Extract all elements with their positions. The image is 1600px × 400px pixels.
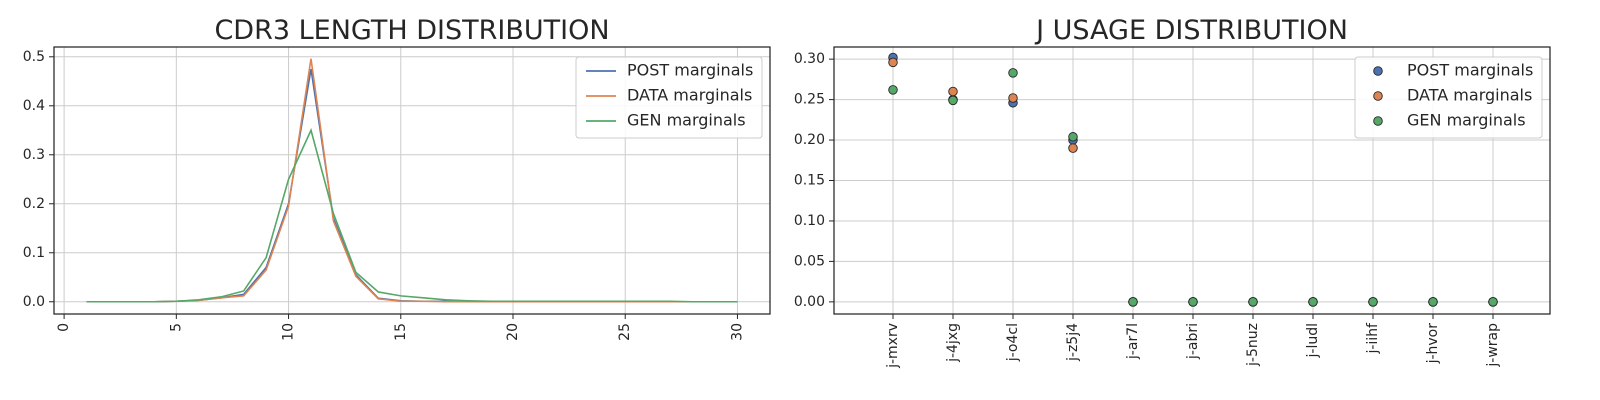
point-data-j-o4cl bbox=[1008, 93, 1018, 103]
point-gen-j-z5j4 bbox=[1068, 132, 1078, 142]
point-gen-j-ludl bbox=[1308, 297, 1318, 307]
y-tick-label: 0.3 bbox=[23, 147, 45, 163]
legend-label: DATA marginals bbox=[627, 86, 752, 105]
chart-panel-cdr3: 0 5 10 15 20 25 30 0.0 0.1 0.2 0.3 0.4 0.5 CDR3 LENGT… bbox=[23, 15, 771, 341]
x-tick-label: j-5nuz bbox=[1245, 323, 1261, 367]
x-tick-label: j-iihf bbox=[1365, 322, 1381, 355]
legend-label: GEN marginals bbox=[1407, 111, 1526, 130]
y-tick-label: 0.0 bbox=[23, 294, 45, 310]
point-gen-j-5nuz bbox=[1248, 297, 1258, 307]
x-tick-label: 30 bbox=[729, 323, 745, 341]
legend-swatch bbox=[1373, 91, 1383, 101]
y-tick-label: 0.2 bbox=[23, 196, 45, 212]
y-tick-label: 0.10 bbox=[794, 213, 825, 229]
legend-label: DATA marginals bbox=[1407, 86, 1532, 105]
y-tick-label: 0.1 bbox=[23, 245, 45, 261]
point-gen-j-wrap bbox=[1488, 297, 1498, 307]
point-gen-j-4jxg bbox=[948, 95, 958, 106]
legend-box bbox=[575, 56, 763, 139]
x-tick-label: j-abri bbox=[1185, 323, 1201, 360]
point-gen-j-iihf bbox=[1368, 297, 1378, 307]
legend-label: GEN marginals bbox=[627, 111, 746, 130]
x-tick-label: 25 bbox=[617, 323, 633, 341]
x-tick-label: j-ludl bbox=[1305, 323, 1321, 358]
x-tick-label: 20 bbox=[505, 323, 521, 341]
x-tick-label: j-mxrv bbox=[885, 323, 901, 369]
x-tick-label: 5 bbox=[168, 323, 184, 332]
y-tick-label: 0.25 bbox=[794, 92, 825, 108]
x-tick-label: 10 bbox=[281, 323, 297, 341]
chart-title: J USAGE DISTRIBUTION bbox=[1034, 15, 1348, 46]
chart-panel-j-usage: j-mxrv j-4jxg j-o4cl j-z5j4 j-ar7l j-abri j-5n… bbox=[794, 15, 1551, 369]
x-tick-label: 15 bbox=[393, 323, 409, 341]
legend-swatch bbox=[1373, 116, 1383, 126]
x-tick-label: j-o4cl bbox=[1005, 323, 1021, 362]
x-tick-label: j-4jxg bbox=[945, 323, 961, 363]
y-tick-label: 0.5 bbox=[23, 49, 45, 65]
x-tick-label: 0 bbox=[56, 323, 72, 332]
y-tick-label: 0.30 bbox=[794, 51, 825, 67]
point-data-j-z5j4 bbox=[1068, 143, 1078, 153]
series-line-gen bbox=[86, 127, 738, 303]
legend-label: POST marginals bbox=[1407, 61, 1533, 80]
point-gen-j-o4cl bbox=[1008, 68, 1018, 78]
x-tick-label: j-hvor bbox=[1425, 323, 1441, 365]
x-tick-label: j-wrap bbox=[1485, 323, 1501, 368]
point-gen-j-abri bbox=[1188, 297, 1198, 307]
y-tick-label: 0.05 bbox=[794, 253, 825, 269]
y-tick-label: 0.15 bbox=[794, 173, 825, 189]
point-gen-j-ar7l bbox=[1128, 297, 1138, 307]
chart-title: CDR3 LENGTH DISTRIBUTION bbox=[214, 15, 609, 46]
point-data-j-4jxg bbox=[948, 86, 958, 97]
y-tick-label: 0.00 bbox=[794, 294, 825, 310]
x-tick-label: j-ar7l bbox=[1125, 323, 1141, 360]
legend-swatch bbox=[1373, 66, 1383, 76]
plot-frame bbox=[53, 46, 771, 315]
y-tick-label: 0.20 bbox=[794, 132, 825, 148]
point-gen-j-mxrv bbox=[888, 85, 898, 95]
y-tick-label: 0.4 bbox=[23, 98, 45, 114]
x-tick-label: j-z5j4 bbox=[1065, 323, 1081, 362]
point-data-j-mxrv bbox=[888, 57, 898, 68]
point-gen-j-hvor bbox=[1428, 297, 1438, 307]
legend-box bbox=[1354, 56, 1543, 139]
legend-label: POST marginals bbox=[627, 61, 753, 80]
